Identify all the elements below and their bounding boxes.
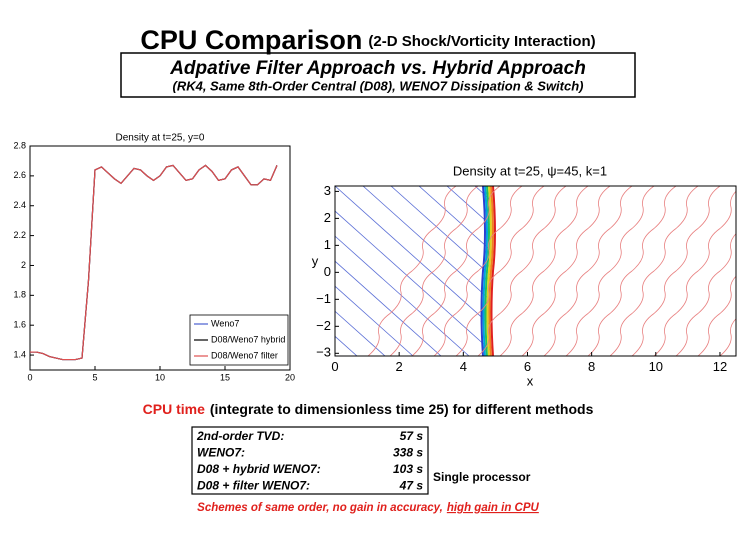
footnote-underlined: high gain in CPU bbox=[447, 502, 540, 514]
chart-title: Density at t=25, ψ=45, k=1 bbox=[453, 163, 607, 178]
plot-frame bbox=[334, 185, 737, 357]
footnote-line: Schemes of same order, no gain in accura… bbox=[197, 502, 539, 514]
line-chart: Density at t=25, y=0 0 5 10 15 20 1.4 1.6 1.8 2 2.… bbox=[13, 133, 295, 383]
x-tick-label: 15 bbox=[220, 372, 230, 382]
y-tick-label: 1.4 bbox=[13, 349, 26, 359]
x-tick-label: 0 bbox=[27, 372, 32, 382]
subtitle: Adpative Filter Approach vs. Hybrid Appr… bbox=[169, 58, 586, 79]
contour-line bbox=[565, 186, 655, 356]
y-tick-label: 0 bbox=[324, 264, 331, 279]
x-tick-label: 5 bbox=[92, 372, 97, 382]
contours bbox=[335, 186, 736, 356]
x-tick-label: 6 bbox=[524, 359, 531, 374]
x-tick-label: 10 bbox=[155, 372, 165, 382]
x-tick-label: 20 bbox=[285, 372, 295, 382]
contour-line bbox=[697, 275, 736, 356]
y-axis-label: y bbox=[312, 253, 319, 268]
contour-line bbox=[477, 186, 567, 356]
x-tick-label: 4 bbox=[460, 359, 467, 374]
legend-label: D08/Weno7 hybrid bbox=[211, 334, 285, 344]
shock-band bbox=[480, 186, 486, 356]
x-axis-label: x bbox=[527, 373, 534, 388]
x-tick-label: 0 bbox=[331, 359, 338, 374]
legend-box bbox=[189, 314, 289, 366]
y-tick-label: 2.6 bbox=[13, 170, 26, 180]
contour-line bbox=[631, 186, 721, 356]
shock-band bbox=[486, 186, 492, 356]
contour-line bbox=[521, 186, 611, 356]
contour-line bbox=[433, 186, 523, 356]
table-cell: 338 s bbox=[393, 446, 423, 460]
title-note: (2-D Shock/Vorticity Interaction) bbox=[368, 33, 595, 50]
y-tick-label: −3 bbox=[316, 345, 331, 360]
table-cell: 103 s bbox=[393, 462, 423, 476]
x-tick-label: 2 bbox=[396, 359, 403, 374]
table-cell: 47 s bbox=[399, 479, 424, 493]
chart-title: Density at t=25, y=0 bbox=[116, 133, 205, 144]
subtitle-note: (RK4, Same 8th-Order Central (D08), WENO… bbox=[172, 78, 583, 93]
contour-line bbox=[543, 186, 633, 356]
table-cell: D08 + hybrid WENO7: bbox=[197, 462, 321, 476]
y-tick-label: 2 bbox=[21, 260, 26, 270]
shock-band bbox=[482, 186, 488, 356]
table-note: Single processor bbox=[433, 470, 531, 484]
x-tick-label: 8 bbox=[588, 359, 595, 374]
y-tick-label: 2.2 bbox=[13, 230, 26, 240]
table-cell: 2nd-order TVD: bbox=[196, 429, 284, 443]
contour-chart: Density at t=25, ψ=45, k=10 2 4 6 8 10 12−3−2−… bbox=[312, 163, 737, 388]
cpu-heading-rest: (integrate to dimensionless time 25) for… bbox=[210, 401, 594, 417]
contour-line bbox=[609, 186, 699, 356]
slide-title: CPU Comparison bbox=[140, 25, 362, 55]
y-tick-label: 2.4 bbox=[13, 200, 26, 210]
y-tick-label: 1.8 bbox=[13, 290, 26, 300]
cpu-heading-line: CPU time (integrate to dimensionless time… bbox=[143, 401, 594, 417]
series-line bbox=[30, 164, 278, 361]
contour-line bbox=[335, 260, 442, 356]
contour-line bbox=[389, 186, 479, 356]
contour-line bbox=[455, 186, 545, 356]
y-tick-label: 2.8 bbox=[13, 140, 26, 150]
shock-band bbox=[488, 186, 494, 356]
contour-line bbox=[335, 210, 498, 356]
contour-line bbox=[335, 285, 414, 356]
contour-line bbox=[335, 235, 470, 356]
footnote: Schemes of same order, no gain in accura… bbox=[197, 502, 443, 514]
contour-line bbox=[719, 318, 736, 356]
table: 2nd-order TVD: 57 s WENO7: 338 s D08 + hybri… bbox=[196, 429, 423, 493]
contour-line bbox=[587, 186, 677, 356]
y-tick-label: −2 bbox=[316, 318, 331, 333]
contour-line bbox=[335, 310, 386, 356]
y-tick-label: 1.6 bbox=[13, 320, 26, 330]
subtitle-box bbox=[120, 52, 636, 98]
contour-line bbox=[411, 186, 501, 356]
legend-label: Weno7 bbox=[211, 318, 239, 328]
cpu-heading: CPU time bbox=[143, 401, 205, 417]
plot-frame bbox=[29, 145, 291, 371]
contour-line bbox=[675, 233, 736, 356]
table-cell: D08 + filter WENO7: bbox=[197, 479, 310, 493]
y-tick-label: −1 bbox=[316, 291, 331, 306]
table-cell: WENO7: bbox=[197, 446, 245, 460]
x-tick-label: 10 bbox=[649, 359, 663, 374]
y-tick-label: 3 bbox=[324, 183, 331, 198]
y-tick-label: 1 bbox=[324, 237, 331, 252]
legend-label: D08/Weno7 filter bbox=[211, 350, 278, 360]
blank bbox=[490, 186, 736, 356]
contour-line bbox=[499, 186, 589, 356]
y-tick-label: 2 bbox=[324, 210, 331, 225]
table-cell: 57 s bbox=[400, 429, 424, 443]
shock-band bbox=[490, 186, 496, 356]
contour-line bbox=[653, 190, 736, 356]
x-tick-label: 12 bbox=[713, 359, 727, 374]
contour-line bbox=[367, 186, 457, 356]
slide-title-line: CPU Comparison (2-D Shock/Vorticity Inter… bbox=[140, 25, 595, 55]
table-box bbox=[191, 426, 429, 495]
